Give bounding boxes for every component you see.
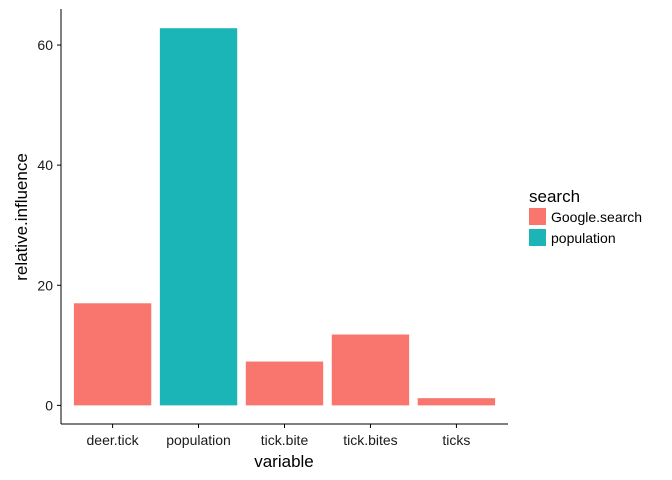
legend-entries: Google.search population <box>529 208 642 246</box>
legend-label: Google.search <box>551 209 642 225</box>
x-axis-title: variable <box>254 452 314 471</box>
x-tick-label: deer.tick <box>87 432 140 448</box>
x-tick-label: tick.bites <box>343 432 397 448</box>
bar-deer-tick <box>73 303 152 406</box>
y-tick-label: 40 <box>37 157 53 173</box>
bar-ticks <box>417 398 496 406</box>
y-tick-label: 20 <box>37 277 53 293</box>
y-tick-label: 60 <box>37 37 53 53</box>
legend-swatch <box>529 229 546 246</box>
bar-tick-bite <box>245 361 324 406</box>
x-tick-label: ticks <box>442 432 470 448</box>
x-tick-label: population <box>166 432 231 448</box>
y-ticks: 0 20 40 60 <box>37 37 61 413</box>
x-ticks: deer.tick population tick.bite tick.bites ti… <box>87 424 470 448</box>
legend-label: population <box>551 230 616 246</box>
bars-layer <box>73 28 496 406</box>
legend-swatch <box>529 208 546 225</box>
bar-tick-bites <box>331 334 410 406</box>
y-axis-title: relative.influence <box>12 153 31 281</box>
legend-title: search <box>529 187 580 206</box>
y-tick-label: 0 <box>45 397 53 413</box>
x-tick-label: tick.bite <box>261 432 309 448</box>
bar-population <box>159 28 238 406</box>
legend: search Google.search population <box>529 187 642 246</box>
